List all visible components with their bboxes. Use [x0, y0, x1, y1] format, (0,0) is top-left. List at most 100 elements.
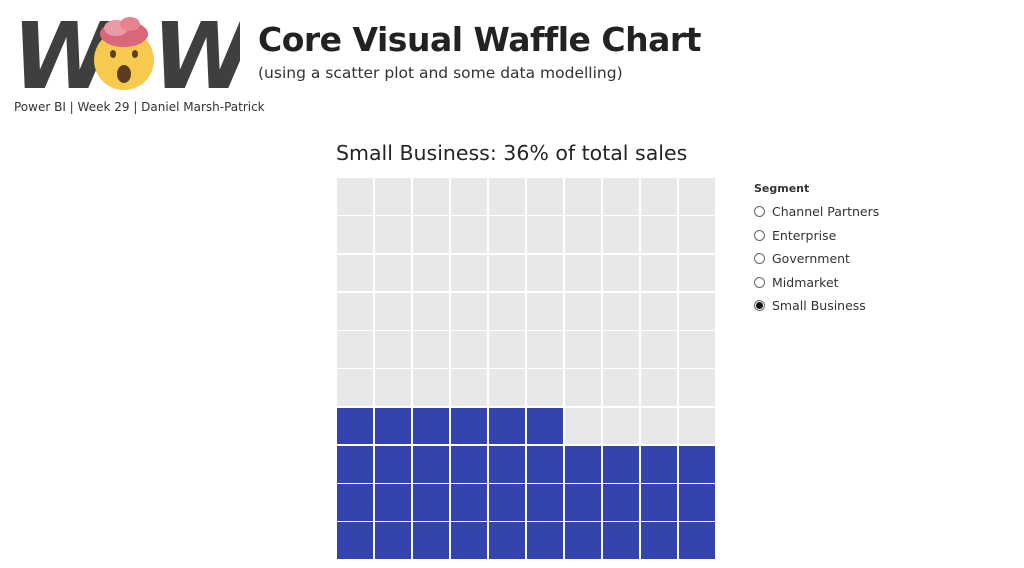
- waffle-cell-empty: [526, 369, 564, 406]
- segment-option[interactable]: Enterprise: [754, 224, 879, 248]
- waffle-cell-empty: [526, 178, 564, 215]
- waffle-cell-empty: [602, 254, 640, 292]
- waffle-cell-filled: [564, 445, 602, 483]
- waffle-cell-empty: [640, 292, 678, 330]
- waffle-cell-filled: [412, 445, 450, 483]
- waffle-cell-empty: [640, 178, 678, 215]
- waffle-cell-filled: [374, 407, 412, 445]
- waffle-cell-empty: [678, 254, 715, 292]
- radio-button-icon[interactable]: [754, 229, 765, 241]
- waffle-cell-filled: [374, 522, 412, 559]
- waffle-cell-empty: [337, 369, 374, 406]
- waffle-cell-empty: [450, 178, 488, 215]
- waffle-cell-empty: [412, 254, 450, 292]
- segment-option[interactable]: Small Business: [754, 294, 879, 318]
- waffle-cell-filled: [602, 522, 640, 559]
- waffle-cell-empty: [678, 178, 715, 215]
- waffle-cell-filled: [602, 484, 640, 521]
- wow-logo: W W: [12, 8, 240, 92]
- waffle-cell-filled: [564, 522, 602, 559]
- waffle-cell-empty: [640, 331, 678, 368]
- waffle-cell-filled: [450, 407, 488, 445]
- waffle-cell-filled: [450, 445, 488, 483]
- page-subtitle: (using a scatter plot and some data mode…: [258, 64, 623, 82]
- waffle-cell-empty: [412, 369, 450, 406]
- waffle-cell-filled: [640, 484, 678, 521]
- waffle-cell-filled: [337, 407, 374, 445]
- waffle-cell-empty: [412, 178, 450, 215]
- waffle-cell-empty: [412, 216, 450, 253]
- waffle-cell-empty: [602, 292, 640, 330]
- waffle-cell-empty: [450, 292, 488, 330]
- segment-option-label: Channel Partners: [772, 204, 880, 220]
- waffle-cell-filled: [412, 522, 450, 559]
- waffle-cell-filled: [450, 522, 488, 559]
- waffle-cell-empty: [564, 407, 602, 445]
- waffle-cell-empty: [602, 178, 640, 215]
- segment-option[interactable]: Government: [754, 247, 879, 271]
- waffle-cell-empty: [412, 331, 450, 368]
- segment-option[interactable]: Midmarket: [754, 271, 879, 295]
- waffle-cell-empty: [640, 216, 678, 253]
- waffle-cell-empty: [337, 216, 374, 253]
- waffle-cell-filled: [488, 407, 526, 445]
- waffle-cell-empty: [526, 254, 564, 292]
- waffle-cell-empty: [337, 331, 374, 368]
- waffle-cell-empty: [374, 369, 412, 406]
- waffle-cell-empty: [488, 216, 526, 253]
- waffle-cell-empty: [526, 216, 564, 253]
- waffle-cell-filled: [488, 484, 526, 521]
- chart-title: Small Business: 36% of total sales: [336, 141, 688, 165]
- waffle-cell-empty: [640, 369, 678, 406]
- waffle-cell-empty: [564, 254, 602, 292]
- waffle-cell-empty: [337, 178, 374, 215]
- segment-option-label: Small Business: [772, 298, 866, 314]
- waffle-cell-filled: [337, 445, 374, 483]
- waffle-cell-empty: [450, 331, 488, 368]
- waffle-cell-filled: [412, 407, 450, 445]
- waffle-cell-filled: [374, 484, 412, 521]
- radio-button-icon[interactable]: [754, 206, 765, 218]
- waffle-cell-empty: [602, 369, 640, 406]
- segment-option-label: Midmarket: [772, 274, 839, 290]
- waffle-cell-empty: [488, 292, 526, 330]
- segment-option[interactable]: Channel Partners: [754, 200, 879, 224]
- waffle-cell-empty: [564, 369, 602, 406]
- segment-slicer: Segment Channel Partners Enterprise Govern…: [754, 182, 879, 318]
- waffle-cell-empty: [374, 178, 412, 215]
- waffle-cell-filled: [602, 445, 640, 483]
- waffle-cell-filled: [678, 522, 715, 559]
- waffle-cell-filled: [640, 445, 678, 483]
- waffle-cell-empty: [640, 407, 678, 445]
- segment-option-label: Enterprise: [772, 227, 837, 243]
- radio-button-icon[interactable]: [754, 253, 765, 265]
- waffle-cell-filled: [488, 522, 526, 559]
- waffle-cell-empty: [678, 216, 715, 253]
- waffle-cell-empty: [450, 254, 488, 292]
- waffle-cell-filled: [526, 407, 564, 445]
- waffle-cell-filled: [678, 484, 715, 521]
- svg-text:W: W: [152, 8, 240, 92]
- waffle-cell-filled: [450, 484, 488, 521]
- page-title: Core Visual Waffle Chart: [258, 20, 701, 59]
- waffle-cell-filled: [337, 484, 374, 521]
- waffle-cell-empty: [678, 407, 715, 445]
- radio-button-icon[interactable]: [754, 276, 765, 288]
- waffle-cell-empty: [678, 331, 715, 368]
- waffle-cell-empty: [488, 331, 526, 368]
- waffle-cell-empty: [564, 331, 602, 368]
- waffle-cell-filled: [526, 522, 564, 559]
- waffle-cell-empty: [450, 216, 488, 253]
- waffle-cell-filled: [488, 445, 526, 483]
- waffle-cell-empty: [488, 178, 526, 215]
- waffle-cell-empty: [564, 292, 602, 330]
- waffle-cell-empty: [564, 178, 602, 215]
- waffle-cell-filled: [337, 522, 374, 559]
- waffle-cell-empty: [374, 254, 412, 292]
- radio-button-icon[interactable]: [754, 300, 765, 312]
- waffle-cell-empty: [602, 331, 640, 368]
- waffle-cell-filled: [526, 484, 564, 521]
- waffle-cell-empty: [412, 292, 450, 330]
- waffle-cell-filled: [526, 445, 564, 483]
- waffle-cell-empty: [640, 254, 678, 292]
